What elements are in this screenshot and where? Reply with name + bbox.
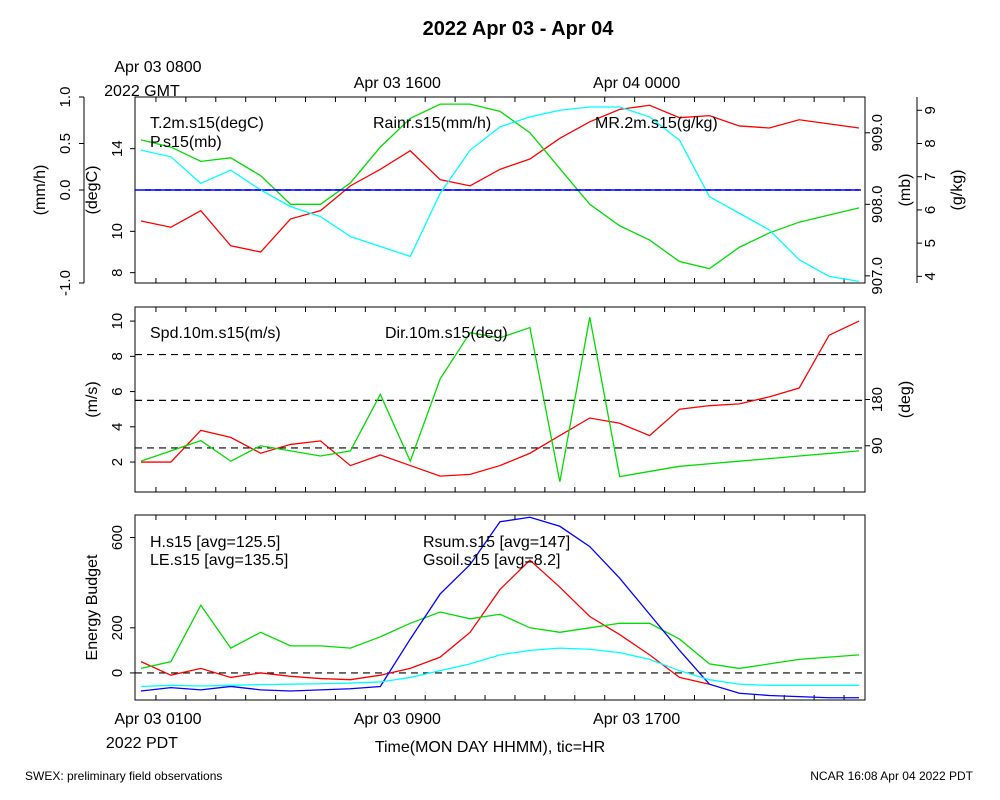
footer-left: SWEX: preliminary field observations <box>25 769 222 783</box>
temp-axis-tick-label: 8 <box>109 268 126 276</box>
spd-axis-label: (m/s) <box>84 381 101 417</box>
spd-axis-tick-label: 8 <box>109 352 126 360</box>
legend-rsum-s15: Rsum.s15 [avg=147] <box>423 534 570 551</box>
dir-axis-tick-label: 90 <box>869 437 886 454</box>
spd-axis-tick-label: 4 <box>109 423 126 431</box>
legend-rain: Rainr.s15(mm/h) <box>373 115 491 132</box>
dir-axis-label: (deg) <box>897 381 914 418</box>
energy-axis-tick-label: 0 <box>109 669 126 677</box>
bottom-time-label: Apr 03 0100 <box>114 711 201 728</box>
bottom-time-axis: Apr 03 0100 2022 PDT Apr 03 0900 Apr 03 170… <box>106 711 680 752</box>
rain-axis-tick-label: -1.0 <box>57 270 74 296</box>
rain-axis-tick-label: 0.5 <box>57 133 74 154</box>
series-line-le-s15 <box>140 603 860 670</box>
panel-energy-budget: 0 200 600 Energy Budget H.s15 [avg=125.5]LE.… <box>84 514 866 701</box>
bottom-time-label: Apr 03 0900 <box>354 711 441 728</box>
series-line-h-s15 <box>140 559 710 685</box>
chart-title: 2022 Apr 03 - Apr 04 <box>423 18 615 40</box>
pres-axis-tick-label: 908.0 <box>869 186 886 224</box>
legend-gsoil-s15: Gsoil.s15 [avg=8.2] <box>423 552 560 569</box>
panel-temperature-pressure: -1.0 0.0 0.5 1.0 (mm/h) 8 10 14 (degC) 907.0 908.0… <box>32 87 966 296</box>
mr-axis-tick-label: 9 <box>922 106 939 114</box>
spd-axis-tick-label: 2 <box>109 458 126 466</box>
mr-axis-tick-label: 7 <box>922 173 939 181</box>
bottom-time-label: Apr 03 1700 <box>593 711 680 728</box>
top-time-axis: Apr 03 0800 2022 GMT Apr 03 1600 Apr 04 000… <box>104 59 680 100</box>
energy-axis-tick-label: 600 <box>109 525 126 550</box>
time-axis-label: Time(MON DAY HHMM), tic=HR <box>375 739 605 756</box>
mr-axis-tick-label: 4 <box>922 272 939 280</box>
spd-axis-tick-label: 10 <box>109 313 126 330</box>
energy-axis-tick-label: 200 <box>109 615 126 640</box>
temp-axis-label: (degC) <box>84 166 101 215</box>
mr-axis-label: (g/kg) <box>949 170 966 211</box>
legend-spd: Spd.10m.s15(m/s) <box>150 325 281 342</box>
spd-axis-tick-label: 6 <box>109 387 126 395</box>
series-line-dir <box>140 317 860 482</box>
top-time-label: Apr 03 0800 <box>114 59 201 76</box>
temp-axis-tick-label: 14 <box>109 140 126 157</box>
rain-axis-tick-label: 1.0 <box>57 87 74 108</box>
temp-axis-tick-label: 10 <box>109 223 126 240</box>
top-time-label: Apr 04 0000 <box>593 75 680 92</box>
pres-axis-label: (mb) <box>897 174 914 207</box>
energy-axis-label: Energy Budget <box>84 554 101 660</box>
legend-pres: P.s15(mb) <box>150 134 222 151</box>
legend-mr: MR.2m.s15(g/kg) <box>595 115 718 132</box>
mr-axis-tick-label: 5 <box>922 239 939 247</box>
legend-h-s15: H.s15 [avg=125.5] <box>150 534 280 551</box>
rain-axis-label: (mm/h) <box>32 165 49 216</box>
legend-temp: T.2m.s15(degC) <box>150 115 264 132</box>
panel-wind: 2 4 6 8 10 (m/s) 90 180 (deg) Spd.10m.s15(m/s) Dir… <box>84 306 914 493</box>
top-time-label: Apr 03 1600 <box>354 75 441 92</box>
mr-axis-tick-label: 6 <box>922 206 939 214</box>
mr-axis-tick-label: 8 <box>922 139 939 147</box>
pres-axis-tick-label: 907.0 <box>869 257 886 295</box>
top-time-label-sub: 2022 GMT <box>104 83 180 100</box>
bottom-time-label-sub: 2022 PDT <box>106 735 178 752</box>
legend-dir: Dir.10m.s15(deg) <box>385 325 508 342</box>
series-line-spd <box>140 320 860 477</box>
series-line-mr <box>140 106 860 282</box>
footer-right: NCAR 16:08 Apr 04 2022 PDT <box>810 769 973 783</box>
rain-axis-tick-label: 0.0 <box>57 180 74 201</box>
dir-axis-tick-label: 180 <box>869 387 886 412</box>
series-line-temp <box>140 104 860 253</box>
series-line-pres <box>140 103 860 270</box>
legend-le-s15: LE.s15 [avg=135.5] <box>150 552 288 569</box>
series-line-rsum-s15 <box>140 516 860 699</box>
series-line-gsoil-s15 <box>140 647 860 688</box>
pres-axis-tick-label: 909.0 <box>869 114 886 152</box>
